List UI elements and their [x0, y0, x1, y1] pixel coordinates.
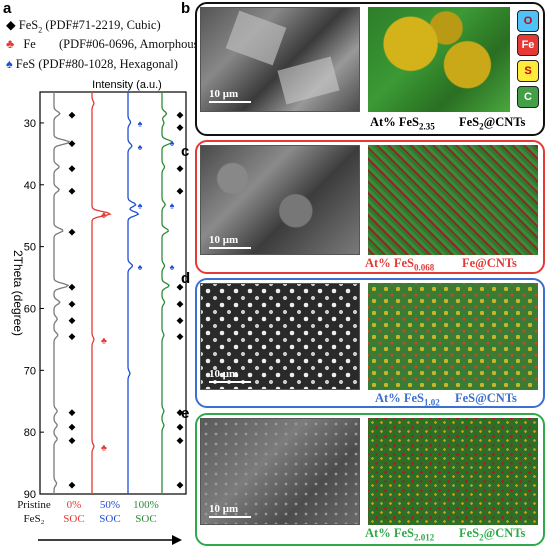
- series-label: SOC: [99, 513, 120, 525]
- peak-marker-fes2: ◆: [177, 479, 184, 489]
- panel-c: 10 μm At% FeS0.068 Fe@CNTs: [195, 140, 545, 274]
- sem-image-e: 10 μm: [200, 418, 360, 525]
- peak-marker-fes: ♠: [170, 201, 175, 211]
- series-label: 0%: [67, 499, 82, 511]
- y-tick-label: 50: [24, 242, 36, 254]
- series-label: SOC: [135, 513, 156, 525]
- peak-marker-fes2: ◆: [177, 122, 184, 132]
- peak-marker: ♠: [138, 201, 143, 211]
- peak-marker-fes2: ◆: [177, 315, 184, 325]
- legend-item-fe: ♣ Fe (PDF#06-0696, Amorphous): [6, 37, 203, 51]
- peak-marker: ◆: [69, 407, 76, 417]
- caption-at-percent-c: At% FeS0.068: [365, 256, 435, 273]
- y-axis-label: 2Theta (degree): [11, 250, 25, 336]
- peak-marker-fes2: ◆: [177, 163, 184, 173]
- series-line-0: [53, 92, 70, 494]
- peak-marker: ♠: [138, 142, 143, 152]
- y-tick-label: 90: [24, 489, 36, 501]
- caption-at-percent-b: At% FeS2.35: [370, 115, 435, 132]
- peak-marker: ◆: [69, 331, 76, 341]
- scale-bar-b: 10 μm: [209, 88, 251, 103]
- y-tick-label: 70: [24, 365, 36, 377]
- peak-marker: ◆: [69, 479, 76, 489]
- caption-at-percent-e: At% FeS2.012: [365, 526, 435, 543]
- y-tick-label: 40: [24, 180, 36, 192]
- series-line-3: [161, 92, 173, 494]
- peak-marker: ◆: [69, 435, 76, 445]
- caption-sample-b: FeS2@CNTs: [459, 115, 526, 132]
- panel-label-c: c: [181, 143, 190, 160]
- series-label: FeS₂: [24, 513, 45, 525]
- caption-sample-d: FeS@CNTs: [455, 391, 517, 405]
- arrow-head-icon: [172, 535, 182, 545]
- peak-marker: ◆: [69, 421, 76, 431]
- sem-image-c: 10 μm: [200, 145, 360, 255]
- panel-d: 10 μm At% FeS1.02 FeS@CNTs: [195, 278, 545, 408]
- xrd-chart: Intensity (a.u.) 2Theta (degree) 30 40 50 60 7…: [11, 79, 187, 545]
- peak-marker: ◆: [69, 110, 76, 120]
- peak-marker: ♣: [101, 210, 107, 220]
- peak-marker-fes2: ◆: [177, 186, 184, 196]
- y-tick-label: 30: [24, 118, 36, 130]
- peak-marker-fes2: ◆: [177, 331, 184, 341]
- peak-marker: ◆: [69, 138, 76, 148]
- y-tick-label: 80: [24, 427, 36, 439]
- element-s-badge: S: [517, 60, 539, 82]
- peak-marker: ◆: [69, 186, 76, 196]
- scale-bar-c: 10 μm: [209, 234, 251, 249]
- diamond-marker-icon: ◆: [6, 18, 16, 32]
- series-line-1: [91, 92, 112, 494]
- eds-map-b: [368, 7, 510, 112]
- series-label: Pristine: [17, 499, 51, 511]
- peak-marker: ♣: [101, 335, 107, 345]
- peak-marker: ◆: [69, 315, 76, 325]
- panel-label-e: e: [181, 405, 190, 422]
- caption-sample-e: FeS2@CNTs: [459, 526, 526, 543]
- series-label: SOC: [63, 513, 84, 525]
- scale-bar-e: 10 μm: [209, 503, 251, 518]
- peak-marker-fes2: ◆: [177, 110, 184, 120]
- peak-marker-fes2: ◆: [177, 435, 184, 445]
- peak-marker-fes2: ◆: [177, 421, 184, 431]
- peak-marker-fes2: ◆: [177, 282, 184, 292]
- series-label: 50%: [100, 499, 120, 511]
- element-o-badge: O: [517, 10, 539, 32]
- panel-label-b: b: [181, 0, 191, 17]
- element-fe-badge: Fe: [517, 34, 539, 56]
- eds-map-d: [368, 283, 538, 390]
- peak-marker: ◆: [69, 282, 76, 292]
- series-label: 100%: [133, 499, 159, 511]
- panel-label-a: a: [3, 0, 12, 17]
- panel-label-d: d: [181, 270, 191, 287]
- peak-marker-fes2: ◆: [177, 298, 184, 308]
- sem-image-b: 10 μm: [200, 7, 360, 112]
- peak-marker: ♠: [138, 262, 143, 272]
- plot-frame: [39, 91, 187, 495]
- sem-image-d: 10 μm: [200, 283, 360, 390]
- peak-marker: ♠: [138, 118, 143, 128]
- x-axis-label: Intensity (a.u.): [92, 79, 162, 91]
- peak-marker-fes: ♠: [170, 138, 175, 148]
- peak-marker: ♣: [101, 442, 107, 452]
- peak-marker-fes2: ◆: [177, 407, 184, 417]
- eds-map-c: [368, 145, 538, 255]
- club-marker-icon: ♣: [6, 37, 15, 51]
- spade-marker-icon: ♠: [6, 57, 13, 71]
- scale-bar-d: 10 μm: [209, 368, 251, 383]
- peak-marker: ◆: [69, 298, 76, 308]
- caption-at-percent-d: At% FeS1.02: [375, 391, 440, 408]
- y-tick-label: 60: [24, 303, 36, 315]
- peak-marker: ◆: [69, 227, 76, 237]
- panel-b: 10 μm O Fe S C At% FeS2.35 FeS2@CNTs: [195, 2, 545, 136]
- series-line-2: [127, 92, 140, 494]
- element-c-badge: C: [517, 86, 539, 108]
- eds-map-e: [368, 418, 538, 525]
- panel-e: 10 μm At% FeS2.012 FeS2@CNTs: [195, 413, 545, 546]
- peak-marker: ◆: [69, 163, 76, 173]
- caption-sample-c: Fe@CNTs: [462, 256, 517, 270]
- legend-item-fes2: ◆ FeS2 (PDF#71-2219, Cubic): [6, 18, 161, 35]
- legend-item-fes: ♠ FeS (PDF#80-1028, Hexagonal): [6, 57, 178, 71]
- peak-marker-fes: ♠: [170, 262, 175, 272]
